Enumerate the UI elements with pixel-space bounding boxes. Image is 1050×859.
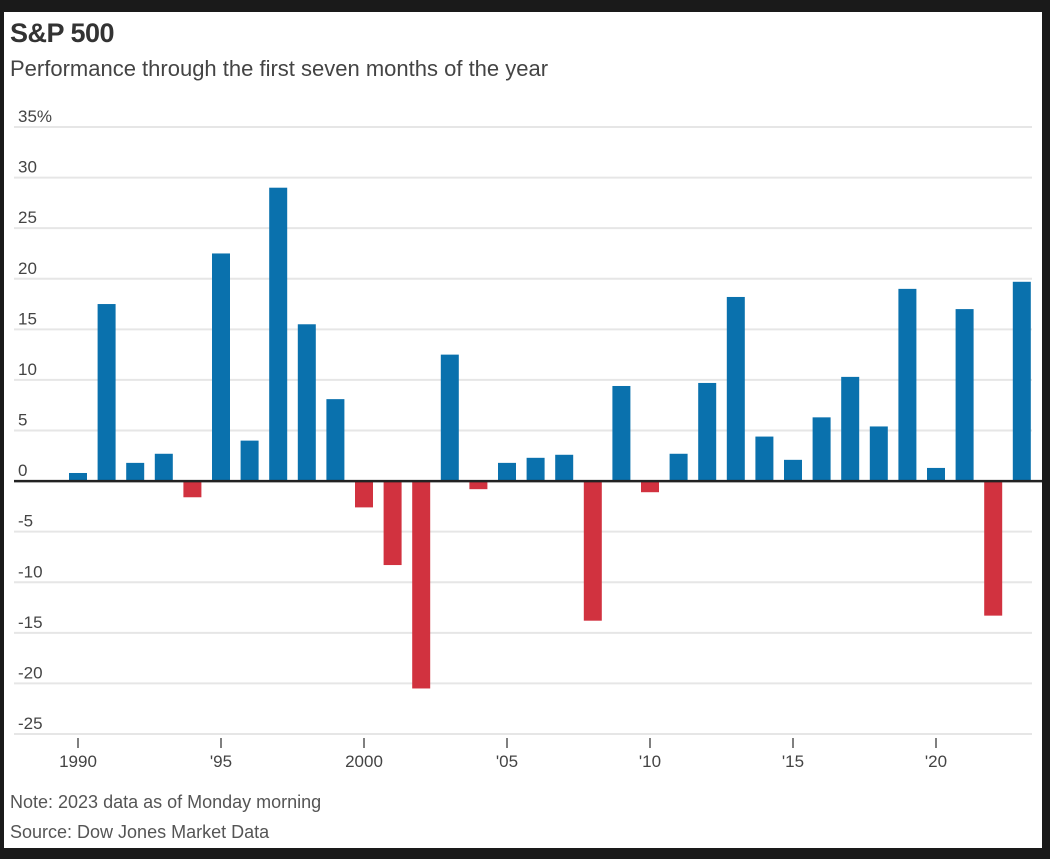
- bar-2010: [641, 481, 659, 493]
- bar-2020: [927, 467, 945, 482]
- bar-2019: [898, 288, 917, 482]
- x-tick-label: 1990: [59, 752, 97, 771]
- bar-2009: [612, 385, 631, 482]
- bar-1993: [154, 453, 173, 482]
- y-tick-label: -5: [18, 512, 33, 531]
- y-tick-label: 25: [18, 208, 37, 227]
- bar-1995: [212, 253, 230, 482]
- bar-2005: [498, 462, 516, 482]
- footnote: Note: 2023 data as of Monday morning: [10, 792, 322, 812]
- bar-2013: [726, 296, 745, 482]
- x-tick-label: '15: [782, 752, 804, 771]
- bar-2006: [526, 457, 545, 482]
- bar-1991: [97, 304, 116, 482]
- bar-1990: [69, 472, 87, 482]
- axes: 35% 30 25 20 15 10 5 0 -5 -10 -15 -20 -25 1990 '95 2000…: [14, 107, 1042, 771]
- y-tick-label: -10: [18, 562, 43, 581]
- bar-1999: [326, 399, 345, 482]
- y-tick-label: -15: [18, 613, 43, 632]
- bar-2022: [984, 481, 1003, 616]
- bars: [69, 187, 1031, 689]
- bar-1998: [297, 324, 316, 482]
- bar-2001: [383, 481, 402, 566]
- bar-2003: [440, 354, 459, 482]
- y-tick-label: 5: [18, 411, 27, 430]
- bar-1992: [126, 462, 145, 482]
- bar-2002: [412, 481, 431, 689]
- bar-2011: [669, 453, 688, 482]
- y-tick-label: 20: [18, 259, 37, 278]
- bar-2008: [583, 481, 602, 621]
- chart-title: S&P 500: [10, 18, 115, 48]
- bar-2023: [1012, 281, 1031, 482]
- bar-chart: 35% 30 25 20 15 10 5 0 -5 -10 -15 -20 -25 1990 '95 2000…: [14, 107, 1042, 771]
- bar-2014: [755, 436, 774, 482]
- x-tick-label: '20: [925, 752, 947, 771]
- y-tick-label: 10: [18, 360, 37, 379]
- y-tick-label: -20: [18, 663, 43, 682]
- y-tick-label: 0: [18, 461, 27, 480]
- bar-2021: [955, 309, 974, 482]
- x-tick-label: 2000: [345, 752, 383, 771]
- gridlines: [14, 126, 1032, 735]
- bar-2000: [355, 481, 373, 508]
- bar-2015: [784, 459, 802, 482]
- x-tick-label: '05: [496, 752, 518, 771]
- bar-1994: [183, 481, 202, 498]
- bar-2007: [555, 454, 574, 482]
- x-tick-label: '10: [639, 752, 661, 771]
- bar-2017: [841, 376, 860, 482]
- y-tick-label: -25: [18, 714, 43, 733]
- bar-2018: [869, 426, 888, 482]
- chart-subtitle: Performance through the first seven mont…: [10, 56, 549, 81]
- bar-1997: [269, 187, 288, 482]
- source-note: Source: Dow Jones Market Data: [10, 822, 270, 842]
- y-tick-label: 15: [18, 309, 37, 328]
- y-tick-label: 35%: [18, 107, 52, 126]
- bar-2016: [812, 417, 831, 482]
- bar-2004: [469, 481, 488, 490]
- bar-1996: [240, 440, 259, 482]
- x-tick-label: '95: [210, 752, 232, 771]
- y-tick-label: 30: [18, 158, 37, 177]
- bar-2012: [698, 382, 717, 482]
- chart-frame: S&P 500 Performance through the first se…: [4, 12, 1042, 848]
